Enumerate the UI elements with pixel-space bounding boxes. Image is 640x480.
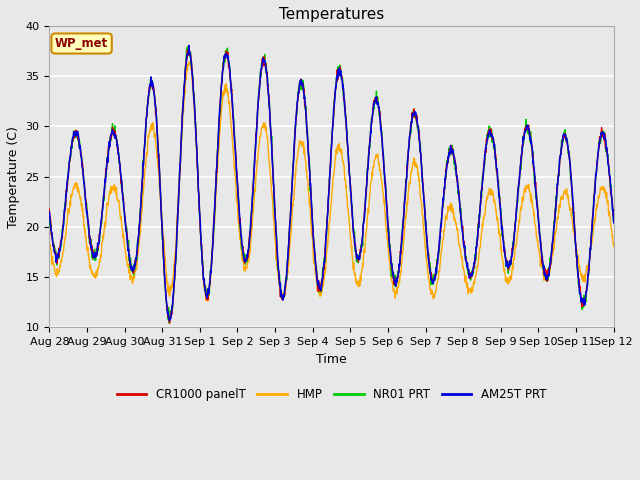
X-axis label: Time: Time [316,353,347,366]
Title: Temperatures: Temperatures [279,7,384,22]
Text: WP_met: WP_met [55,37,108,50]
Y-axis label: Temperature (C): Temperature (C) [7,126,20,228]
Legend: CR1000 panelT, HMP, NR01 PRT, AM25T PRT: CR1000 panelT, HMP, NR01 PRT, AM25T PRT [112,384,551,406]
